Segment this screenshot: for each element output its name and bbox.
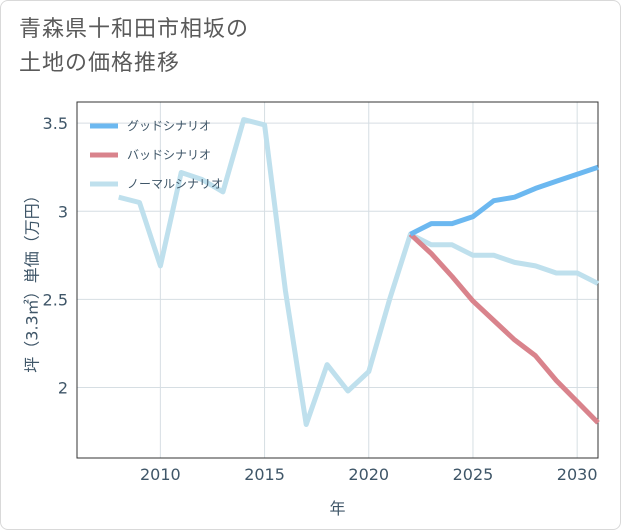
series-layer	[118, 117, 600, 427]
y-tick-label: 2	[58, 379, 68, 398]
legend-label-1: バッドシナリオ	[127, 148, 211, 162]
x-tick-label: 2010	[140, 465, 181, 484]
x-axis-title: 年	[329, 499, 345, 518]
series-line-0	[409, 164, 599, 237]
legend-label-0: グッドシナリオ	[127, 119, 211, 133]
chart-title-line-1: 青森県十和田市相坂の	[19, 17, 250, 42]
series-line-1	[408, 232, 600, 425]
plot-area	[76, 101, 599, 459]
legend-label-2: ノーマルシナリオ	[127, 177, 223, 191]
y-tick-label: 3	[58, 202, 68, 221]
x-tick-label: 2020	[348, 465, 389, 484]
y-tick-label: 3.5	[43, 114, 68, 133]
series-line-2	[118, 117, 600, 427]
y-axis-title: 坪（3.3㎡）単価（万円）	[23, 187, 42, 372]
chart-title: 青森県十和田市相坂の 土地の価格推移	[19, 13, 249, 81]
x-tick-label: 2030	[557, 465, 598, 484]
chart-title-line-2: 土地の価格推移	[19, 51, 181, 76]
x-tick-label: 2025	[453, 465, 494, 484]
x-tick-label: 2015	[244, 465, 285, 484]
y-tick-label: 2.5	[43, 290, 68, 309]
tick-labels: 2010 2015 2020 2025 2030 2 2.5 3 3.5	[43, 114, 598, 484]
grid-lines	[77, 102, 598, 458]
